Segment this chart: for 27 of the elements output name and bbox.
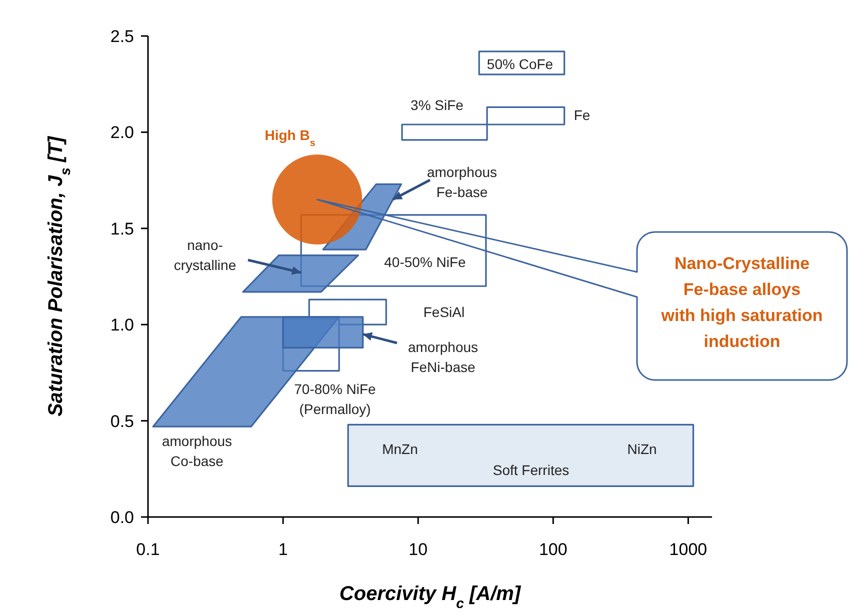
y-tick-label: 1.5	[110, 219, 134, 238]
annotation: amorphous Co-base	[162, 433, 232, 469]
annotation: Soft Ferrites	[492, 462, 570, 478]
annotation: MnZn	[382, 441, 418, 457]
x-tick-label: 10	[408, 540, 428, 559]
annotation: amorphous FeNi-base	[408, 339, 478, 375]
annotation: amorphous Fe-base	[426, 164, 498, 200]
y-tick-label: 2.5	[110, 27, 134, 46]
x-tick-label: 1	[278, 540, 288, 559]
x-tick-label: 100	[538, 540, 568, 559]
y-tick-label: 0.5	[110, 412, 134, 431]
y-tick-label: 1.0	[110, 316, 134, 335]
x-tick-label: 1000	[669, 540, 708, 559]
y-tick-label: 2.0	[110, 123, 134, 142]
annotation: nano- crystalline	[174, 237, 236, 273]
annotation: Fe	[574, 107, 590, 123]
annotation: 70-80% NiFe (Permalloy)	[294, 381, 376, 417]
annotation: High B$_{s}$	[264, 127, 316, 148]
x-tick-label: 0.1	[136, 540, 160, 559]
y-tick-label: 0.0	[110, 508, 134, 527]
annotation: 3% SiFe	[410, 97, 464, 113]
annotation: 50% CoFe	[486, 56, 554, 72]
annotation: NiZn	[627, 441, 657, 457]
x-axis-title: Coercivity H$_{c}$ [A/m]	[339, 583, 522, 611]
annotation: Nano-Crystalline Fe-base alloys with high saturation induction	[660, 254, 823, 351]
annotation: 40-50% NiFe	[384, 254, 466, 270]
annotation: FeSiAl	[423, 304, 465, 320]
